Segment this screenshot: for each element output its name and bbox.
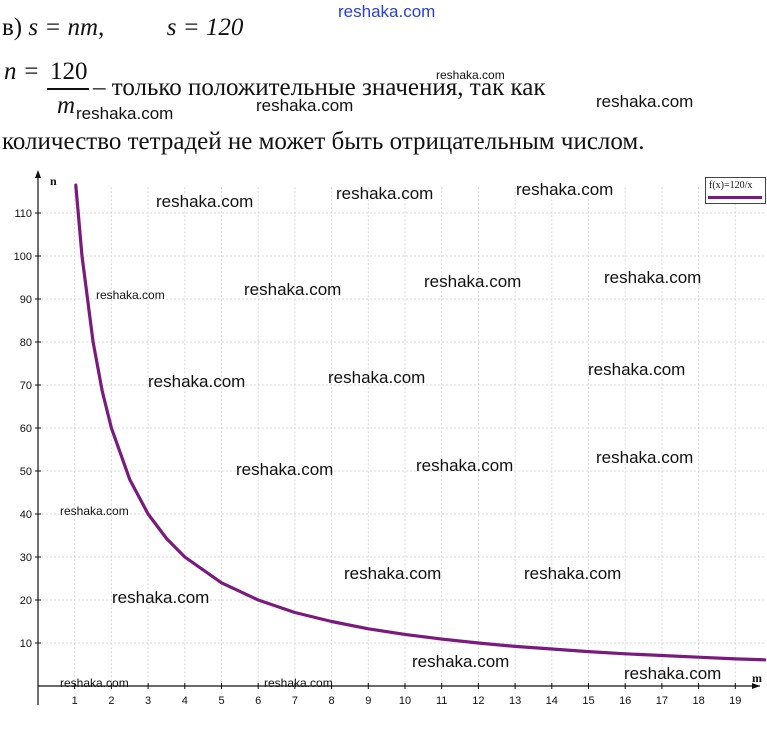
y-tick-label: 110 xyxy=(14,208,32,220)
watermark: reshaka.com xyxy=(412,652,510,671)
x-tick-label: 13 xyxy=(509,695,521,707)
y-tick-label: 40 xyxy=(20,509,32,521)
watermark: reshaka.com xyxy=(96,288,165,302)
watermark: reshaka.com xyxy=(76,104,174,123)
watermark: reshaka.com xyxy=(424,272,522,291)
fraction-numerator: 120 xyxy=(50,58,88,85)
watermark: reshaka.com xyxy=(60,504,129,518)
y-tick-label: 20 xyxy=(20,595,32,607)
y-tick-label: 80 xyxy=(20,337,32,349)
watermark: reshaka.com xyxy=(344,564,442,583)
y-tick-label: 10 xyxy=(20,638,32,650)
y-tick-label: 100 xyxy=(14,251,32,263)
watermark-top: reshaka.com xyxy=(338,2,436,21)
y-axis-label: n xyxy=(50,174,57,188)
fraction-denominator: m xyxy=(57,92,76,119)
fraction-bar xyxy=(47,88,89,90)
equation-s-nm: s = nm, xyxy=(28,14,105,41)
x-tick-label: 9 xyxy=(365,695,371,707)
x-tick-label: 17 xyxy=(656,695,668,707)
x-tick-label: 14 xyxy=(546,695,558,707)
x-axis-arrow xyxy=(752,683,760,689)
explanation-line-1: – только положительные значения, так как xyxy=(93,74,546,101)
y-tick-label: 70 xyxy=(20,380,32,392)
x-tick-label: 1 xyxy=(72,695,78,707)
equation-s-120: s = 120 xyxy=(166,14,244,41)
x-tick-label: 11 xyxy=(436,695,447,707)
y-tick-label: 50 xyxy=(20,466,32,478)
watermark: reshaka.com xyxy=(112,588,210,607)
x-tick-label: 16 xyxy=(619,695,631,707)
legend: f(x)=120/x xyxy=(705,177,766,204)
watermark: reshaka.com xyxy=(256,96,354,115)
x-tick-label: 3 xyxy=(145,695,151,707)
x-tick-label: 19 xyxy=(729,695,741,707)
x-tick-label: 6 xyxy=(255,695,261,707)
explanation-line-2: количество тетрадей не может быть отрица… xyxy=(2,128,645,155)
legend-label: f(x)=120/x xyxy=(709,180,753,191)
y-tick-label: 60 xyxy=(20,423,32,435)
series-line xyxy=(74,183,767,662)
watermark: reshaka.com xyxy=(244,280,342,299)
watermark: reshaka.com xyxy=(596,92,694,111)
x-tick-label: 10 xyxy=(399,695,411,707)
y-tick-label: 90 xyxy=(20,294,32,306)
y-tick-label: 30 xyxy=(20,552,32,564)
watermark: reshaka.com xyxy=(328,368,426,387)
x-tick-label: 5 xyxy=(218,695,224,707)
watermark: reshaka.com xyxy=(604,268,702,287)
x-tick-label: 15 xyxy=(582,695,594,707)
x-tick-label: 2 xyxy=(108,695,114,707)
watermark: reshaka.com xyxy=(264,676,333,690)
x-tick-label: 18 xyxy=(692,695,704,707)
x-axis-label: m xyxy=(752,671,762,685)
watermark: reshaka.com xyxy=(416,456,514,475)
watermark: reshaka.com xyxy=(588,360,686,379)
watermark: reshaka.com xyxy=(60,676,129,690)
x-tick-label: 8 xyxy=(329,695,335,707)
watermark: reshaka.com xyxy=(156,192,254,211)
watermark: reshaka.com xyxy=(336,184,434,203)
item-prefix: в) xyxy=(2,14,23,41)
watermark: reshaka.com xyxy=(524,564,622,583)
watermark: reshaka.com xyxy=(516,180,614,199)
x-tick-label: 12 xyxy=(472,695,484,707)
watermark: reshaka.com xyxy=(236,460,334,479)
x-tick-label: 7 xyxy=(292,695,298,707)
n-label: n = xyxy=(4,58,40,85)
watermark: reshaka.com xyxy=(596,448,694,467)
x-tick-label: 4 xyxy=(182,695,188,707)
equation-line: в) s = nm, s = 120 xyxy=(2,14,243,42)
y-axis-arrow xyxy=(35,170,41,178)
watermark: reshaka.com xyxy=(624,664,722,683)
watermark: reshaka.com xyxy=(436,68,505,82)
watermark: reshaka.com xyxy=(148,372,246,391)
legend-swatch xyxy=(708,196,762,199)
